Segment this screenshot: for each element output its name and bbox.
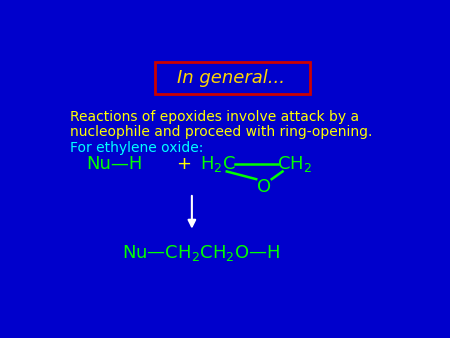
Text: H$_2$C: H$_2$C [199,154,235,174]
Text: CH$_2$: CH$_2$ [278,154,312,174]
Text: Reactions of epoxides involve attack by a: Reactions of epoxides involve attack by … [70,110,359,124]
Text: Nu—CH$_2$CH$_2$O—H: Nu—CH$_2$CH$_2$O—H [122,243,280,263]
Text: O: O [257,178,271,196]
Text: Nu—H: Nu—H [86,155,143,173]
Text: +: + [176,155,192,173]
Text: In general...: In general... [176,69,284,87]
Text: nucleophile and proceed with ring-opening.: nucleophile and proceed with ring-openin… [70,125,373,139]
FancyBboxPatch shape [155,62,310,94]
Text: For ethylene oxide:: For ethylene oxide: [70,141,203,155]
